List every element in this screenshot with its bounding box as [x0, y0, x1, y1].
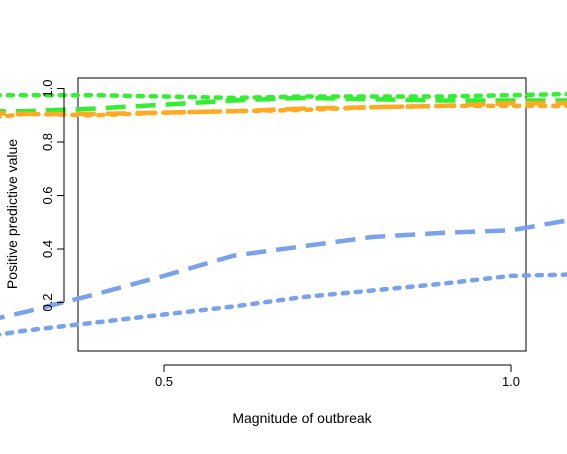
series-layer — [0, 91, 567, 337]
x-tick-label: 0.5 — [155, 374, 173, 389]
y-tick-label: 0.4 — [40, 240, 55, 258]
x-tick-label: 1.0 — [502, 374, 520, 389]
y-tick-label: 0.2 — [40, 293, 55, 311]
x-axis: 0.51.01.52.0 — [155, 364, 520, 389]
y-tick-label: 0.6 — [40, 186, 55, 204]
y-tick-label: 1.0 — [40, 79, 55, 97]
series-line-5 — [0, 218, 567, 321]
series-line-6 — [0, 272, 567, 337]
y-axis-label: Positive predictive value — [4, 139, 20, 289]
series-line-1 — [0, 91, 567, 101]
series-line-3 — [0, 103, 567, 120]
y-tick-label: 0.8 — [40, 133, 55, 151]
plot-frame — [77, 77, 527, 352]
y-axis: 0.2 0.4 0.6 0.8 1.0 — [40, 79, 65, 312]
x-axis-label: Magnitude of outbreak — [232, 410, 372, 426]
